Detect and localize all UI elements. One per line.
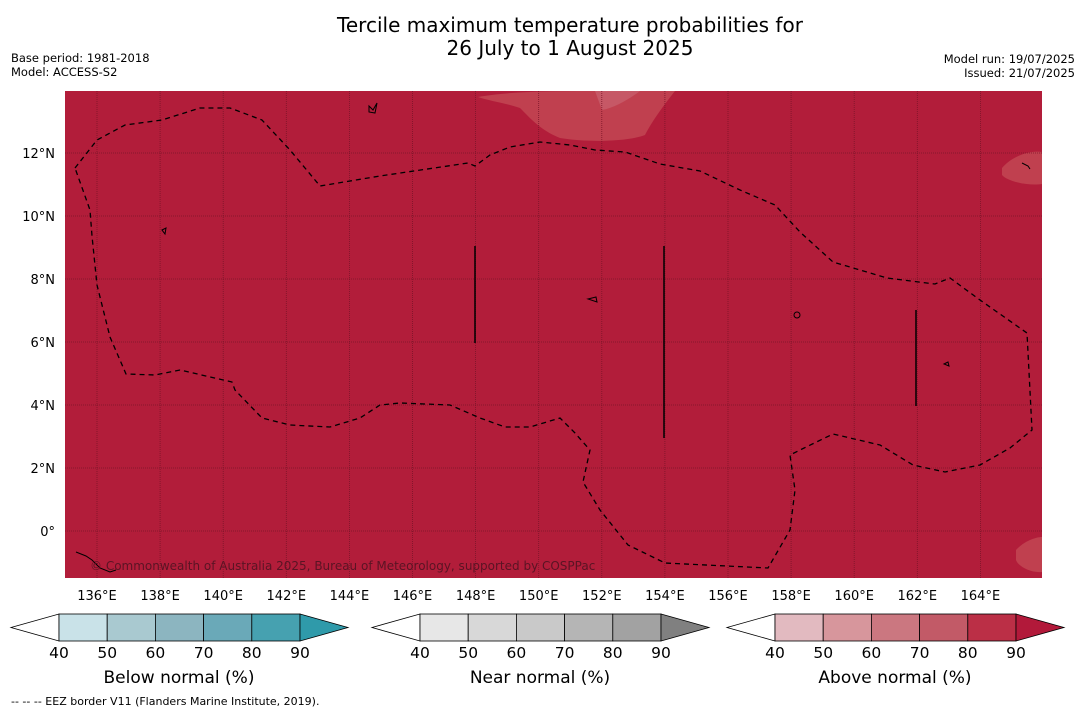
colorbar-segment <box>467 613 517 642</box>
colorbar-tick: 40 <box>49 644 69 662</box>
lon-tick-label: 148°E <box>456 589 496 604</box>
lat-tick-label: 0° <box>40 525 55 540</box>
map-title: Tercile maximum temperature probabilitie… <box>0 14 1085 60</box>
colorbar-0: 40 50 60 70 80 90 <box>9 613 350 662</box>
colorbar-segment <box>516 613 566 642</box>
model-run: Model run: 19/07/2025 <box>943 52 1075 66</box>
colorbar-tick: 60 <box>862 644 882 662</box>
colorbar-segment <box>154 613 204 642</box>
lat-tick-label: 8°N <box>31 273 56 288</box>
lon-tick-label: 156°E <box>708 589 748 604</box>
lat-tick-label: 2°N <box>31 462 56 477</box>
lon-tick-label: 142°E <box>267 589 307 604</box>
lon-tick-label: 146°E <box>393 589 433 604</box>
colorbar-tick: 90 <box>1006 644 1026 662</box>
lat-tick-label: 6°N <box>31 336 56 351</box>
colorbar-tick: 80 <box>242 644 262 662</box>
title-line-1: Tercile maximum temperature probabilitie… <box>337 13 803 37</box>
lon-tick-label: 144°E <box>330 589 370 604</box>
lon-tick-label: 136°E <box>77 589 117 604</box>
lon-tick-label: 162°E <box>898 589 938 604</box>
colorbar-tick: 40 <box>410 644 430 662</box>
colorbar-segment <box>919 613 969 642</box>
eez-legend-note: -- -- -- EEZ border V11 (Flanders Marine… <box>11 695 320 708</box>
lon-tick-label: 150°E <box>519 589 559 604</box>
colorbar-tick: 80 <box>958 644 978 662</box>
island-outline <box>75 551 117 573</box>
lon-tick-label: 138°E <box>140 589 180 604</box>
lon-tick-label: 154°E <box>645 589 685 604</box>
colorbar-tick: 70 <box>194 644 214 662</box>
eez-border <box>74 107 1033 569</box>
islands <box>75 102 1031 573</box>
model-name: Model: ACCESS-S2 <box>11 65 118 79</box>
colorbar-extend-low <box>9 613 60 642</box>
lat-tick-label: 12°N <box>22 147 55 162</box>
colorbar-segment <box>203 613 253 642</box>
atoll-chains <box>474 246 917 438</box>
colorbar-tick: 90 <box>290 644 310 662</box>
base-period: Base period: 1981-2018 <box>11 51 150 65</box>
colorbar-label-near: Near normal (%) <box>469 668 611 688</box>
lat-tick-label: 4°N <box>31 399 56 414</box>
lon-tick-label: 160°E <box>834 589 874 604</box>
colorbar-segment <box>106 613 156 642</box>
colorbar-1: 40 50 60 70 80 90 <box>370 613 711 662</box>
colorbar-extend-high <box>660 613 711 642</box>
colorbar-tick: 70 <box>910 644 930 662</box>
lon-tick-label: 158°E <box>771 589 811 604</box>
colorbar-segment <box>58 613 108 642</box>
issued-date: Issued: 21/07/2025 <box>964 66 1075 80</box>
meta-left: Base period: 1981-2018 Model: ACCESS-S2 <box>11 51 150 79</box>
map-area <box>65 91 1042 578</box>
lon-tick-label: 140°E <box>203 589 243 604</box>
colorbar-tick: 50 <box>813 644 833 662</box>
island-outline <box>793 311 801 319</box>
colorbar-label-above: Above normal (%) <box>818 668 972 688</box>
colorbar-tick: 60 <box>146 644 166 662</box>
colorbar-2: 40 50 60 70 80 90 <box>725 613 1066 662</box>
colorbar-extend-high <box>299 613 350 642</box>
colorbar-tick: 60 <box>507 644 527 662</box>
colorbar-segment <box>612 613 662 642</box>
island-outline <box>586 296 598 303</box>
copyright-note: © Commonwealth of Australia 2025, Bureau… <box>90 559 595 573</box>
colorbar-segment <box>871 613 921 642</box>
probability-patch <box>1016 537 1042 573</box>
colorbar-segment <box>564 613 614 642</box>
graticule <box>65 91 1042 578</box>
island-outline <box>1021 162 1031 170</box>
probability-patch <box>595 91 640 110</box>
colorbar-extend-low <box>725 613 776 642</box>
colorbar-tick: 90 <box>651 644 671 662</box>
lat-tick-label: 10°N <box>22 210 55 225</box>
colorbar-tick: 50 <box>458 644 478 662</box>
colorbar-tick: 40 <box>765 644 785 662</box>
island-outline <box>942 361 950 367</box>
meta-right: Model run: 19/07/2025 Issued: 21/07/2025 <box>944 52 1075 80</box>
colorbar-segment <box>251 613 301 642</box>
colorbar-extend-low <box>370 613 421 642</box>
probability-patch <box>1002 151 1042 185</box>
island-outline <box>161 227 167 236</box>
colorbar-segment <box>967 613 1017 642</box>
colorbar-segment <box>419 613 469 642</box>
colorbar-label-below: Below normal (%) <box>103 668 255 688</box>
colorbar-tick: 80 <box>603 644 623 662</box>
title-line-2: 26 July to 1 August 2025 <box>446 36 694 60</box>
colorbars: 40 50 60 70 80 90 40 50 60 70 80 90 40 50 60 70 80 90 <box>9 613 1066 662</box>
colorbar-segment <box>774 613 824 642</box>
colorbar-tick: 50 <box>97 644 117 662</box>
colorbar-extend-high <box>1015 613 1066 642</box>
axis-labels: 136°E 138°E 140°E 142°E 144°E 146°E 148°E 150°E… <box>22 147 1000 604</box>
probability-patch <box>478 91 675 141</box>
colorbar-tick: 70 <box>555 644 575 662</box>
lon-tick-label: 152°E <box>582 589 622 604</box>
island-outline <box>368 102 378 114</box>
lon-tick-label: 164°E <box>961 589 1001 604</box>
colorbar-segment <box>822 613 872 642</box>
